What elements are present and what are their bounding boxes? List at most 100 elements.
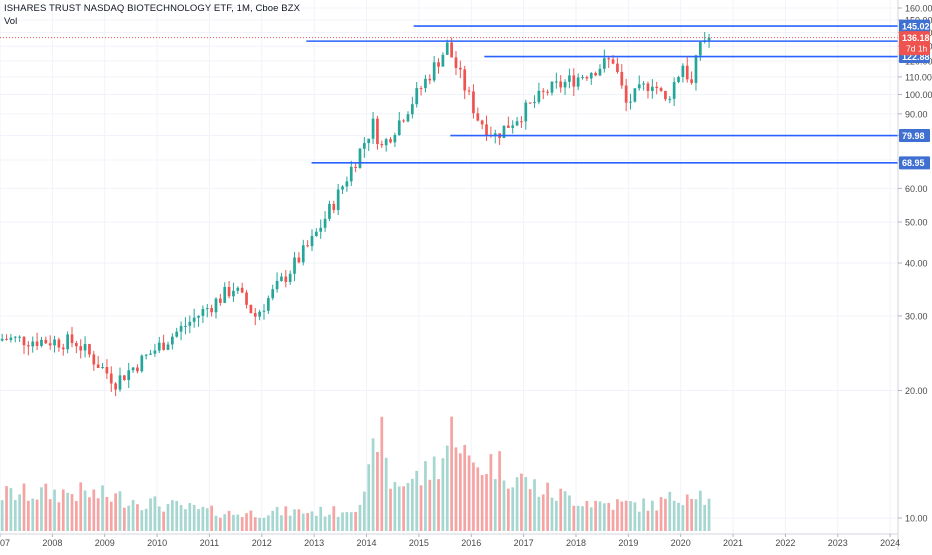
volume-bar bbox=[415, 470, 419, 531]
volume-layer bbox=[0, 416, 711, 531]
candle-body bbox=[227, 286, 231, 297]
volume-bar bbox=[70, 493, 74, 531]
candle-body bbox=[332, 203, 336, 211]
volume-bar bbox=[376, 451, 379, 531]
volume-bar bbox=[384, 457, 388, 531]
volume-bar bbox=[236, 514, 240, 531]
candle-body bbox=[485, 124, 488, 136]
candle-body bbox=[236, 287, 240, 291]
candle-body bbox=[245, 292, 248, 305]
candle-body bbox=[371, 118, 375, 139]
price-tick-label: 30.00 bbox=[905, 311, 928, 321]
volume-bar bbox=[498, 451, 501, 531]
volume-bar bbox=[144, 508, 148, 531]
volume-bar bbox=[284, 506, 288, 531]
volume-bar bbox=[61, 489, 65, 531]
candle-body bbox=[524, 102, 528, 122]
price-tick-label: 160.00 bbox=[905, 4, 932, 14]
volume-bar bbox=[101, 485, 104, 531]
candle-body bbox=[297, 257, 301, 263]
candle-body bbox=[105, 367, 109, 374]
candle-body bbox=[367, 138, 371, 144]
volume-bar bbox=[424, 461, 427, 531]
candle-body bbox=[258, 311, 261, 317]
volume-bar bbox=[620, 501, 624, 531]
candle-body bbox=[210, 308, 213, 313]
levels-layer[interactable] bbox=[0, 25, 898, 164]
time-tick-label: 2009 bbox=[95, 538, 115, 548]
candle-body bbox=[66, 334, 69, 350]
candle-body bbox=[79, 346, 83, 351]
price-tick-label: 40.00 bbox=[905, 259, 928, 269]
candle-body bbox=[681, 65, 685, 77]
volume-bar bbox=[611, 509, 615, 531]
volume-bar bbox=[341, 512, 344, 531]
volume-bar bbox=[690, 498, 693, 531]
volume-bar bbox=[27, 500, 30, 531]
volume-bar bbox=[18, 494, 21, 531]
candle-body bbox=[672, 82, 676, 99]
candle-body bbox=[533, 102, 536, 104]
volume-bar bbox=[332, 506, 336, 531]
candle-body bbox=[585, 77, 589, 79]
candle-body bbox=[96, 364, 100, 368]
volume-bar bbox=[672, 500, 676, 531]
candle-body bbox=[61, 347, 65, 350]
candle-body bbox=[419, 88, 423, 90]
time-tick-label: 2022 bbox=[775, 538, 795, 548]
time-tick-label: 2015 bbox=[409, 538, 429, 548]
candle-body bbox=[642, 83, 645, 85]
volume-bar bbox=[463, 444, 467, 531]
volume-bar bbox=[533, 479, 536, 531]
candle-body bbox=[57, 339, 61, 348]
candle-body bbox=[27, 345, 30, 347]
volume-bar bbox=[314, 515, 318, 531]
candle-body bbox=[240, 287, 244, 293]
volume-bar bbox=[75, 500, 78, 531]
volume-bar bbox=[5, 486, 8, 531]
level-label: 145.02 bbox=[902, 21, 930, 31]
candle-body bbox=[581, 77, 584, 79]
candle-body bbox=[563, 81, 567, 88]
volume-bar bbox=[437, 479, 440, 531]
volume-bar bbox=[345, 512, 349, 531]
candle-body bbox=[118, 375, 122, 390]
price-tick-label: 50.00 bbox=[905, 217, 928, 227]
volume-bar bbox=[157, 506, 161, 531]
volume-bar bbox=[458, 453, 462, 531]
candle-body bbox=[9, 337, 13, 340]
candle-body bbox=[153, 350, 157, 354]
volume-bar bbox=[22, 483, 26, 531]
volume-bar bbox=[371, 438, 375, 531]
volume-bar bbox=[328, 514, 331, 531]
volume-bar bbox=[629, 501, 632, 531]
candle-body bbox=[432, 62, 436, 81]
time-tick-label: 2023 bbox=[828, 538, 848, 548]
price-tick-label: 10.00 bbox=[905, 514, 928, 524]
volume-bar bbox=[253, 517, 257, 531]
volume-bar bbox=[650, 500, 654, 531]
volume-bar bbox=[520, 473, 523, 531]
candle-body bbox=[223, 286, 227, 303]
candle-body bbox=[197, 315, 200, 318]
volume-bar bbox=[419, 485, 423, 531]
time-tick-label: 2018 bbox=[566, 538, 586, 548]
candle-body bbox=[44, 339, 48, 344]
volume-bar bbox=[681, 505, 685, 531]
candle-body bbox=[280, 276, 283, 281]
volume-bar bbox=[685, 494, 689, 531]
candle-body bbox=[511, 125, 515, 128]
candle-body bbox=[192, 317, 196, 322]
candle-body bbox=[659, 87, 663, 91]
candle-body bbox=[402, 120, 405, 122]
volume-bar bbox=[127, 505, 131, 531]
price-tick-label: 90.00 bbox=[905, 109, 928, 119]
candle-body bbox=[406, 114, 410, 122]
volume-bar bbox=[232, 514, 235, 531]
candle-body bbox=[184, 325, 187, 327]
candle-body bbox=[415, 88, 419, 105]
volume-bar bbox=[476, 467, 480, 531]
